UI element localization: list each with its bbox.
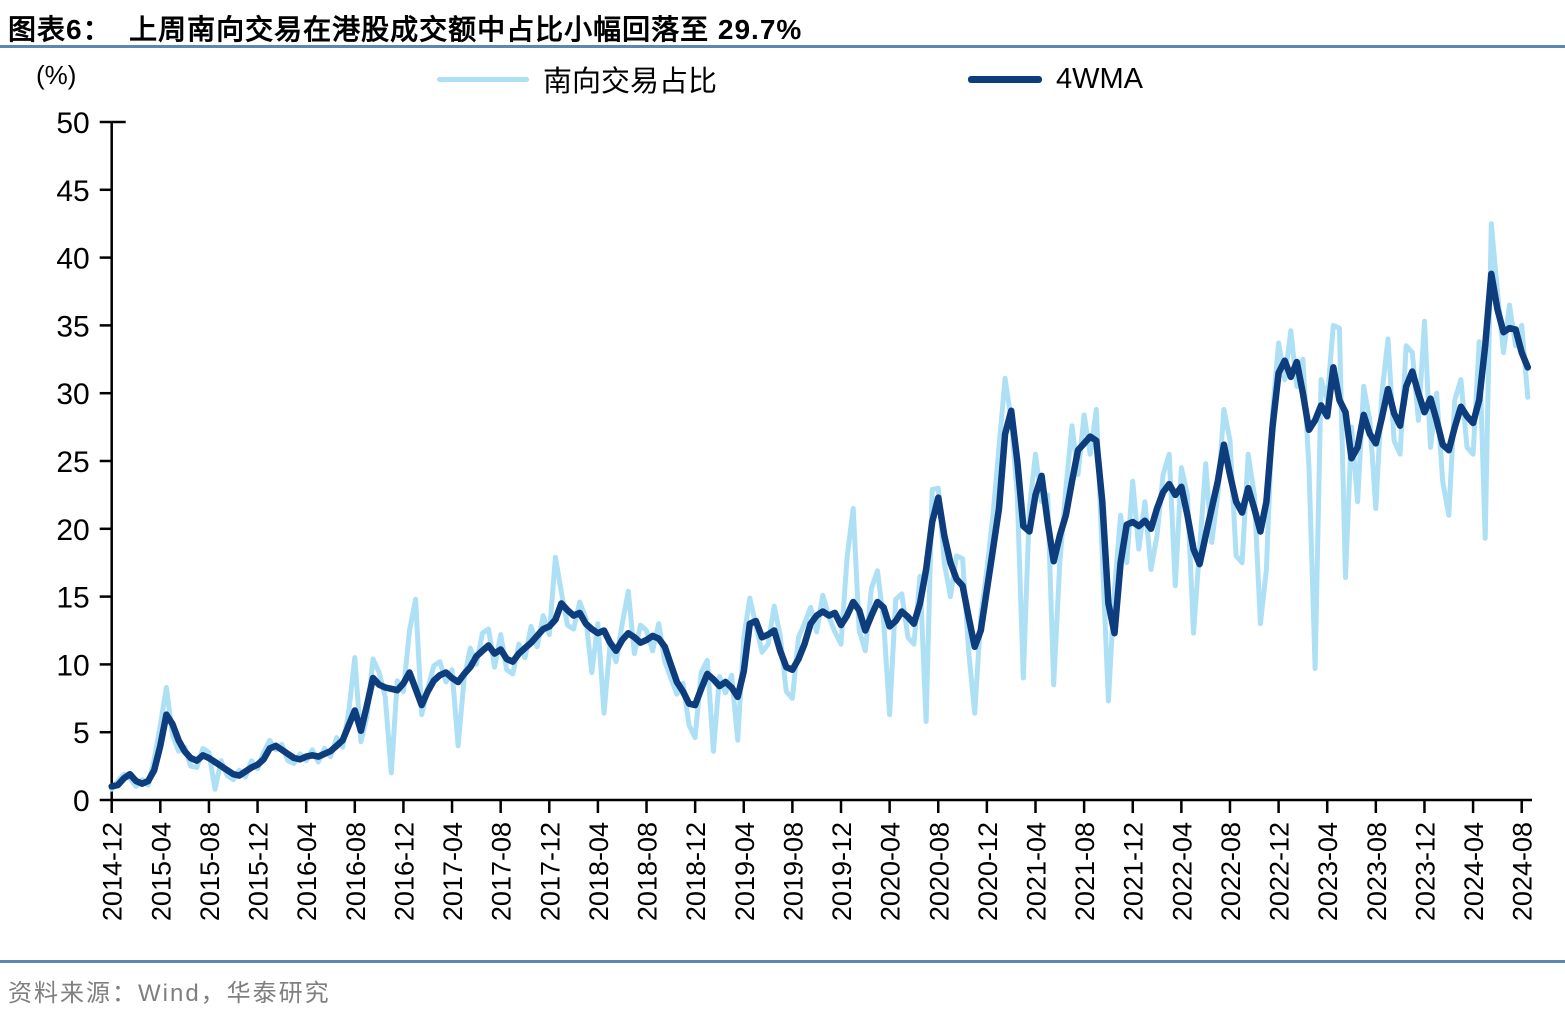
series-line-southbound-share	[109, 221, 1531, 792]
x-tick-label: 2020-12	[973, 822, 1003, 921]
y-axis-unit-label: (%)	[36, 60, 77, 90]
x-tick-label: 2015-12	[244, 822, 274, 921]
x-tick-label: 2017-04	[438, 822, 468, 921]
footer-divider-line	[0, 960, 1565, 963]
y-tick-label: 20	[56, 514, 89, 547]
x-tick-label: 2024-08	[1508, 822, 1538, 921]
y-tick-label: 50	[56, 107, 89, 140]
4wma-line-swatch	[968, 75, 1042, 83]
x-tick-label: 2020-04	[876, 822, 906, 921]
x-tick-label: 2023-12	[1410, 822, 1440, 921]
x-tick-label: 2014-12	[98, 822, 128, 921]
x-tick-label: 2018-04	[584, 822, 614, 921]
x-tick-label: 2017-12	[535, 822, 565, 921]
x-tick-label: 2015-04	[146, 822, 176, 921]
y-tick-label: 35	[56, 310, 89, 343]
legend-item-southbound-share: 南向交易占比	[437, 58, 717, 100]
x-tick-label: 2015-08	[195, 822, 225, 921]
x-tick-label: 2019-04	[730, 822, 760, 921]
x-tick-label: 2022-04	[1167, 822, 1197, 921]
x-tick-label: 2019-08	[778, 822, 808, 921]
x-tick-label: 2016-12	[389, 822, 419, 921]
x-tick-label: 2017-08	[487, 822, 517, 921]
southbound-share-line-swatch	[437, 76, 529, 82]
y-tick-label: 15	[56, 582, 89, 615]
legend-label-southbound-share: 南向交易占比	[543, 66, 718, 98]
x-tick-label: 2022-08	[1216, 822, 1246, 921]
chart-legend: 南向交易占比 4WMA	[0, 58, 1565, 100]
series-line-4wma	[108, 270, 1532, 790]
y-tick-label: 45	[56, 175, 89, 208]
x-tick-label: 2019-12	[827, 822, 857, 921]
legend-label-4wma: 4WMA	[1056, 62, 1143, 95]
chart-title: 图表6： 上周南向交易在港股成交额中占比小幅回落至 29.7%	[8, 14, 803, 45]
y-tick-label: 25	[56, 446, 89, 479]
x-tick-label: 2018-08	[633, 822, 663, 921]
y-tick-label: 30	[56, 378, 89, 411]
x-tick-label: 2022-12	[1265, 822, 1295, 921]
data-source-note: 资料来源：Wind，华泰研究	[8, 980, 331, 1007]
x-tick-label: 2024-04	[1459, 822, 1489, 921]
legend-item-4wma: 4WMA	[968, 58, 1143, 100]
y-tick-label: 40	[56, 243, 89, 276]
x-tick-label: 2023-08	[1362, 822, 1392, 921]
x-tick-label: 2021-12	[1119, 822, 1149, 921]
title-divider-line	[0, 45, 1565, 48]
y-tick-label: 10	[56, 649, 89, 682]
y-tick-label: 5	[73, 717, 90, 750]
x-tick-label: 2021-04	[1021, 822, 1051, 921]
y-tick-label: 0	[73, 785, 90, 818]
x-tick-label: 2016-04	[292, 822, 322, 921]
x-tick-label: 2021-08	[1070, 822, 1100, 921]
x-tick-label: 2018-12	[681, 822, 711, 921]
x-tick-label: 2020-08	[924, 822, 954, 921]
x-tick-label: 2016-08	[341, 822, 371, 921]
x-tick-label: 2023-04	[1313, 822, 1343, 921]
